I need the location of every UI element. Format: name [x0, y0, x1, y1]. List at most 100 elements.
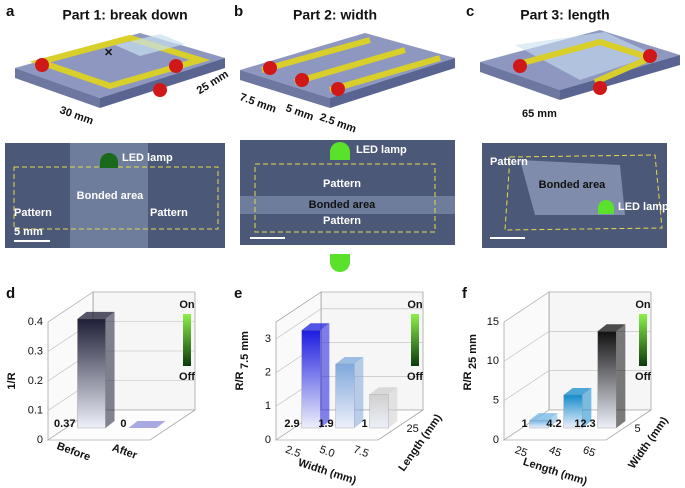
y-axis-label: R/R 25 mm — [462, 334, 479, 391]
y-tick-label: 3 — [265, 333, 271, 345]
x-axis-label: Length (mm) — [522, 456, 589, 488]
slab-side — [100, 58, 225, 108]
photo-label: LED lamp — [122, 152, 173, 164]
bar-top — [597, 324, 626, 332]
photo-label: Pattern — [150, 207, 188, 219]
depth-tick-label: 5 — [635, 423, 641, 435]
slab-side — [560, 55, 680, 100]
y-tick-label: 0 — [37, 434, 43, 446]
x-tick-label: 2.5 — [284, 444, 302, 461]
value-label: 1 — [362, 418, 368, 430]
slab-side — [15, 68, 100, 108]
electron — [153, 83, 167, 97]
colorbar — [639, 314, 647, 366]
electron — [263, 61, 277, 75]
y-axis-label: 1/R — [6, 372, 18, 389]
electron — [643, 49, 657, 63]
colorbar-label: Off — [635, 371, 651, 383]
pattern — [29, 34, 211, 90]
depth-axis-label: Width (mm) — [626, 414, 671, 471]
y-tick-label: 5 — [493, 395, 499, 407]
cross: ✕ — [104, 47, 113, 59]
electron — [331, 82, 345, 96]
bar-side — [320, 323, 330, 428]
value-label: 0 — [120, 418, 126, 430]
panel-letter: c — [466, 3, 474, 20]
colorbar-label: On — [635, 299, 651, 311]
electron — [295, 73, 309, 87]
value-label: 12.3 — [574, 418, 595, 430]
bar-top — [529, 413, 558, 421]
pattern — [294, 47, 406, 85]
pattern — [329, 55, 441, 93]
y-axis-label: R/R — [462, 371, 474, 390]
panel-b: b Part 2: width 7.5 mm 5 mm 2.5 mm LED l… — [234, 3, 455, 272]
led — [330, 254, 350, 272]
bar-side — [582, 387, 592, 428]
panel-letter: a — [6, 3, 15, 20]
y-tick-label: 0.1 — [28, 404, 43, 416]
bar-top — [563, 387, 592, 395]
y-axis-label-sub: 25 mm — [467, 334, 479, 369]
y-axis-label: R/R 7.5 mm — [234, 331, 251, 391]
slab-side — [330, 58, 455, 108]
grid-line — [47, 291, 94, 323]
photo-label: LED lamp — [356, 144, 407, 156]
panel-letter: e — [234, 285, 242, 302]
value-label: 2.9 — [284, 418, 299, 430]
led — [330, 142, 350, 160]
colorbar — [411, 314, 419, 366]
photo-label: Pattern — [323, 215, 361, 227]
bar — [77, 318, 106, 429]
colorbar-label: On — [179, 299, 195, 311]
photo-label: Bonded area — [539, 179, 607, 191]
bar-top — [77, 311, 115, 319]
y-tick-label: 2 — [265, 366, 271, 378]
electron — [169, 59, 183, 73]
x-tick-label: 7.5 — [352, 444, 370, 461]
grid-line — [503, 370, 550, 401]
y-axis-label: R/R — [234, 371, 246, 390]
y-tick-label: 0.3 — [28, 345, 43, 357]
film — [115, 34, 185, 56]
bar-side — [548, 413, 558, 428]
value-label: 1 — [522, 418, 528, 430]
photo-label: Pattern — [14, 207, 52, 219]
photo-label: Pattern — [490, 156, 528, 168]
panel-a: a Part 1: break down ✕ 30 mm 25 mm LED l… — [5, 3, 231, 248]
bar — [369, 394, 389, 429]
colorbar-label: On — [407, 299, 423, 311]
bond-outline — [504, 154, 663, 231]
y-tick-label: 0 — [493, 434, 499, 446]
grid-line — [275, 308, 322, 340]
colorbar-label: Off — [179, 371, 195, 383]
dimension: 2.5 mm — [318, 111, 358, 135]
y-tick-label: 0.2 — [28, 375, 43, 387]
panel-c: c Part 3: length 65 mm Pattern Bonded ar… — [466, 3, 680, 248]
pattern — [261, 37, 371, 73]
panel-title: Part 1: break down — [62, 7, 187, 23]
bar-side — [616, 324, 626, 428]
panel-title: Part 3: length — [520, 7, 609, 23]
dimension: 5 mm — [284, 102, 315, 123]
dimension: 65 mm — [522, 108, 557, 120]
panel-letter: d — [6, 285, 15, 302]
y-tick-label: 10 — [487, 355, 499, 367]
y-tick-label: 0 — [265, 434, 271, 446]
panel-title: Part 2: width — [293, 7, 377, 23]
photo-film — [520, 160, 625, 215]
photo-film — [240, 196, 455, 214]
pattern — [514, 38, 659, 85]
photo-label: Pattern — [323, 178, 361, 190]
bar-side — [105, 311, 115, 428]
y-axis-label-sub: 7.5 mm — [239, 331, 251, 369]
bar-top — [369, 387, 398, 395]
x-tick-label: 65 — [581, 444, 597, 459]
bar — [597, 331, 617, 429]
scale-label: 5 mm — [14, 226, 43, 238]
bar-top — [335, 356, 364, 364]
x-tick-label: 45 — [547, 444, 563, 459]
bar-side — [354, 356, 364, 428]
bond-outline — [254, 163, 436, 233]
